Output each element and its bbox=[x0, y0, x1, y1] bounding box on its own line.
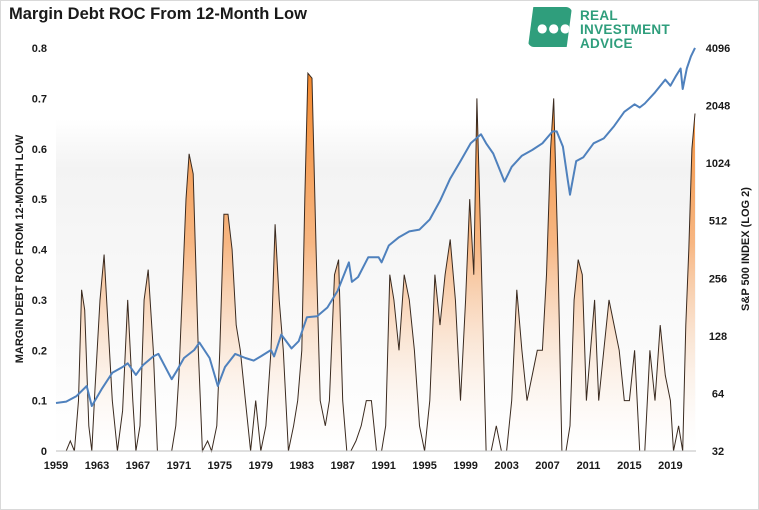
logo-text-line-2: INVESTMENT bbox=[580, 22, 671, 37]
y-tick-label: 0.5 bbox=[32, 194, 47, 206]
y-tick-label: 0.6 bbox=[32, 144, 47, 156]
y2-axis-ticks: 32 64 128 256 512 1024 2048 4096 bbox=[706, 43, 731, 458]
x-tick-label: 1971 bbox=[167, 460, 191, 472]
logo-text-line-1: REAL bbox=[580, 8, 618, 23]
y2-tick-label: 32 bbox=[712, 446, 724, 458]
x-tick-label: 2019 bbox=[658, 460, 682, 472]
y-tick-label: 0 bbox=[41, 446, 47, 458]
x-tick-label: 1995 bbox=[412, 460, 436, 472]
x-tick-label: 2011 bbox=[577, 460, 601, 472]
logo-text-line-3: ADVICE bbox=[580, 36, 633, 51]
y2-tick-label: 128 bbox=[709, 331, 727, 343]
y-tick-label: 0.4 bbox=[32, 245, 48, 257]
y-axis-title: MARGIN DEBT ROC FROM 12-MONTH LOW bbox=[14, 134, 26, 363]
y-tick-label: 0.1 bbox=[32, 396, 47, 408]
x-tick-label: 1959 bbox=[44, 460, 68, 472]
y2-axis-title: S&P 500 INDEX (LOG 2) bbox=[740, 187, 752, 311]
x-tick-label: 1975 bbox=[208, 460, 232, 472]
x-tick-label: 1979 bbox=[249, 460, 273, 472]
y-tick-label: 0.2 bbox=[32, 345, 47, 357]
y-tick-label: 0.8 bbox=[32, 43, 47, 55]
x-axis-ticks: 1959 1963 1967 1971 1975 1979 1983 1987 1991 1995… bbox=[44, 460, 683, 472]
y2-tick-label: 1024 bbox=[706, 158, 731, 170]
brand-logo: ●●● REAL INVESTMENT ADVICE bbox=[528, 5, 718, 51]
ellipsis-icon: ●●● bbox=[537, 21, 572, 35]
y-axis-ticks: 0 0.1 0.2 0.3 0.4 0.5 0.6 0.7 0.8 bbox=[32, 43, 48, 458]
x-tick-label: 1963 bbox=[85, 460, 109, 472]
y-tick-label: 0.3 bbox=[32, 295, 47, 307]
y2-tick-label: 64 bbox=[712, 388, 725, 400]
y2-tick-label: 512 bbox=[709, 216, 727, 228]
x-tick-label: 1991 bbox=[371, 460, 395, 472]
chart-title: Margin Debt ROC From 12-Month Low bbox=[9, 5, 307, 23]
x-tick-label: 1999 bbox=[453, 460, 477, 472]
y2-tick-label: 256 bbox=[709, 273, 727, 285]
y2-tick-label: 2048 bbox=[706, 101, 730, 113]
y2-tick-label: 4096 bbox=[706, 43, 730, 55]
x-tick-label: 1983 bbox=[290, 460, 314, 472]
y-tick-label: 0.7 bbox=[32, 93, 47, 105]
sp500-line bbox=[55, 47, 696, 407]
speech-bubble-icon: ●●● bbox=[528, 7, 572, 47]
sp500-line-layer bbox=[55, 47, 696, 407]
x-tick-label: 2015 bbox=[617, 460, 641, 472]
x-tick-label: 1967 bbox=[126, 460, 150, 472]
x-tick-label: 1987 bbox=[330, 460, 354, 472]
x-tick-label: 2007 bbox=[535, 460, 559, 472]
x-tick-label: 2003 bbox=[494, 460, 518, 472]
